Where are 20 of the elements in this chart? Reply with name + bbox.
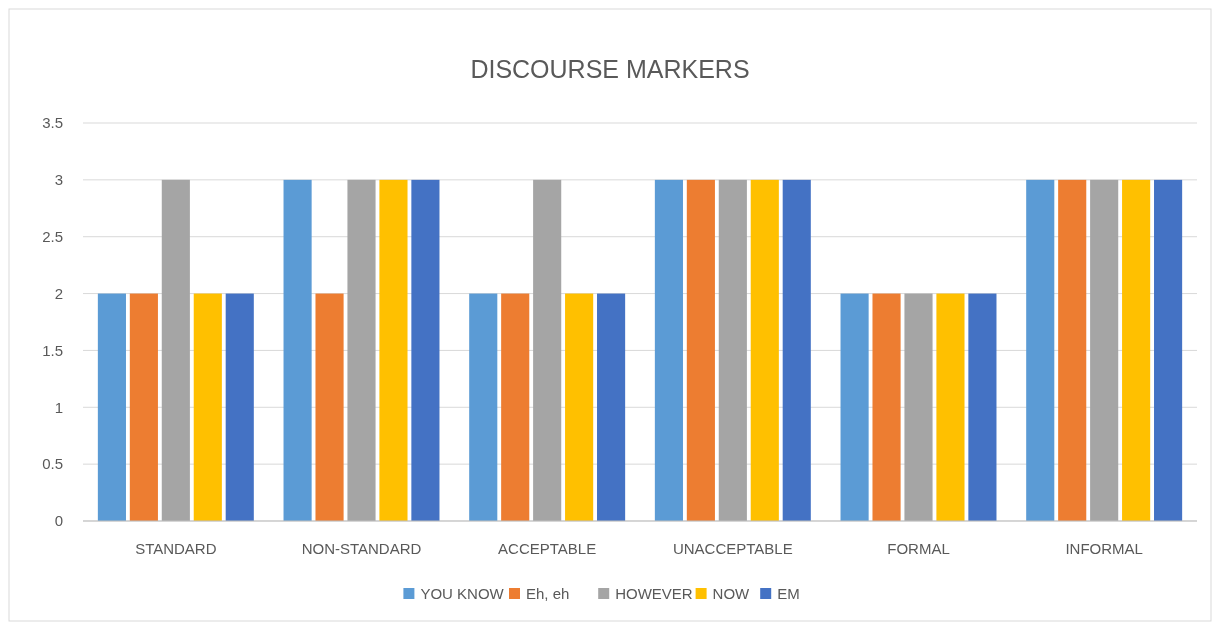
legend-label: HOWEVER bbox=[615, 585, 693, 603]
y-tick-label: 0 bbox=[54, 512, 63, 530]
y-tick-label: 3.5 bbox=[42, 114, 63, 132]
y-tick-label: 1 bbox=[54, 398, 63, 416]
x-tick-label: STANDARD bbox=[135, 540, 217, 557]
y-tick-label: 2 bbox=[54, 284, 63, 302]
legend-label: NOW bbox=[712, 585, 751, 603]
legend-label: Eh, eh bbox=[526, 585, 570, 603]
x-tick-label: INFORMAL bbox=[1065, 540, 1143, 557]
x-tick-label: UNACCEPTABLE bbox=[672, 540, 793, 557]
chart-title: DISCOURSE MARKERS bbox=[470, 55, 750, 83]
x-tick-label: FORMAL bbox=[887, 540, 950, 557]
legend-label: EM bbox=[777, 585, 800, 603]
y-tick-label: 2.5 bbox=[42, 227, 63, 245]
legend-label: YOU KNOW bbox=[420, 585, 505, 603]
x-tick-label: NON-STANDARD bbox=[301, 540, 422, 557]
y-tick-label: 3 bbox=[54, 171, 63, 189]
y-tick-label: 1.5 bbox=[42, 341, 63, 359]
y-tick-label: 0.5 bbox=[42, 455, 63, 473]
x-tick-label: ACCEPTABLE bbox=[498, 540, 597, 557]
